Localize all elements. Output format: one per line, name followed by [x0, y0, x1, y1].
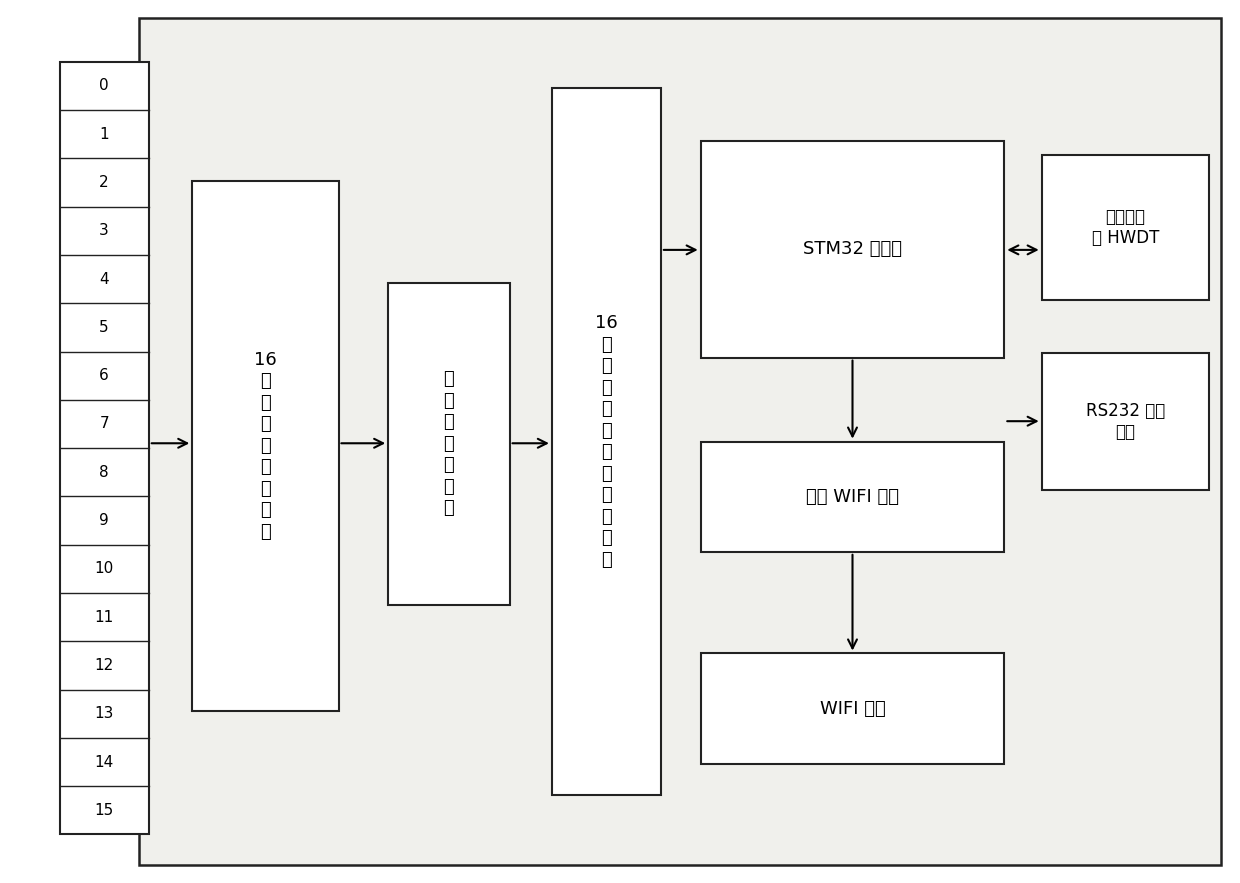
- Text: 6: 6: [99, 368, 109, 383]
- Bar: [552, 88, 661, 795]
- Text: 11: 11: [94, 609, 114, 624]
- Text: 硬件看门
狗 HWDT: 硬件看门 狗 HWDT: [1091, 208, 1159, 247]
- Bar: [139, 18, 1221, 865]
- Bar: [701, 653, 1004, 764]
- Text: 14: 14: [94, 754, 114, 769]
- Text: 10: 10: [94, 562, 114, 577]
- Bar: [60, 62, 149, 834]
- Bar: [1042, 353, 1209, 490]
- Text: 无线 WIFI 模块: 无线 WIFI 模块: [806, 487, 899, 506]
- Text: 1: 1: [99, 127, 109, 142]
- Bar: [701, 442, 1004, 552]
- Text: 2: 2: [99, 175, 109, 190]
- Text: 3: 3: [99, 223, 109, 238]
- Text: STM32 单片机: STM32 单片机: [804, 240, 901, 259]
- Text: 7: 7: [99, 417, 109, 432]
- Bar: [388, 283, 510, 605]
- Text: 16
位
开
关
量
信
号
输
入
并
行
口: 16 位 开 关 量 信 号 输 入 并 行 口: [595, 314, 618, 569]
- Text: 0: 0: [99, 79, 109, 94]
- Text: 状
态
量
访
问
电
路: 状 态 量 访 问 电 路: [444, 370, 454, 517]
- Text: 8: 8: [99, 464, 109, 479]
- Bar: [701, 141, 1004, 358]
- Text: 15: 15: [94, 803, 114, 818]
- Text: 12: 12: [94, 658, 114, 673]
- Text: RS232 接口
电路: RS232 接口 电路: [1086, 402, 1164, 442]
- Text: 9: 9: [99, 513, 109, 528]
- Text: WIFI 天线: WIFI 天线: [820, 699, 885, 718]
- Text: 16
位
开
关
量
光
电
隔
离: 16 位 开 关 量 光 电 隔 离: [254, 351, 277, 541]
- Text: 4: 4: [99, 272, 109, 287]
- Text: 13: 13: [94, 706, 114, 721]
- Bar: [192, 181, 339, 711]
- Text: 5: 5: [99, 320, 109, 335]
- Bar: [1042, 155, 1209, 300]
